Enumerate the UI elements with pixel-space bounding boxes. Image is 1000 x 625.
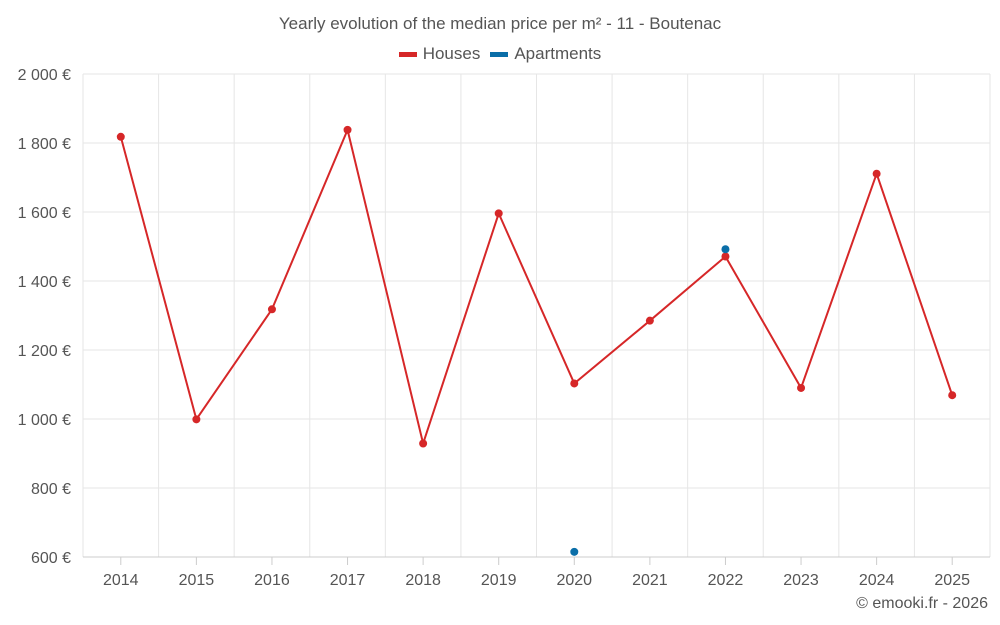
y-tick-label: 2 000 €	[18, 67, 71, 84]
data-point-houses	[267, 305, 276, 314]
legend-item-houses[interactable]: Houses	[398, 44, 481, 64]
y-tick-label: 1 600 €	[18, 205, 71, 222]
data-point-houses	[494, 209, 503, 218]
data-point-houses	[948, 391, 957, 400]
data-point-houses	[872, 169, 881, 178]
data-point-houses	[419, 439, 428, 448]
x-tick-label: 2014	[103, 572, 139, 589]
x-tick-label: 2023	[783, 572, 819, 589]
data-point-houses	[645, 316, 654, 325]
y-tick-label: 1 200 €	[18, 343, 71, 360]
data-point-houses	[116, 132, 125, 141]
legend-swatch-houses	[398, 51, 417, 57]
x-tick-label: 2024	[859, 572, 895, 589]
x-tick-label: 2015	[179, 572, 215, 589]
legend-swatch-apartments	[490, 51, 509, 57]
x-tick-label: 2021	[632, 572, 668, 589]
x-tick-label: 2018	[405, 572, 441, 589]
y-tick-label: 600 €	[31, 550, 71, 567]
legend-label-houses: Houses	[422, 44, 481, 63]
data-point-houses	[570, 379, 579, 388]
data-point-houses	[192, 415, 201, 424]
x-tick-label: 2022	[708, 572, 744, 589]
x-tick-label: 2019	[481, 572, 517, 589]
x-tick-label: 2020	[556, 572, 592, 589]
chart-legend: Houses Apartments	[0, 44, 1000, 64]
y-tick-label: 1 400 €	[18, 274, 71, 291]
data-point-apartments	[721, 245, 730, 254]
data-point-apartments	[570, 547, 579, 556]
y-tick-label: 1 800 €	[18, 136, 71, 153]
data-point-houses	[797, 383, 806, 392]
x-tick-label: 2017	[330, 572, 366, 589]
x-tick-label: 2025	[934, 572, 970, 589]
y-tick-label: 800 €	[31, 481, 71, 498]
series-line-houses	[119, 128, 954, 445]
legend-item-apartments[interactable]: Apartments	[490, 44, 601, 64]
x-tick-label: 2016	[254, 572, 290, 589]
legend-label-apartments: Apartments	[514, 44, 602, 63]
chart-title: Yearly evolution of the median price per…	[278, 14, 722, 33]
data-point-houses	[343, 125, 352, 134]
y-tick-label: 1 000 €	[18, 412, 71, 429]
data-point-houses	[721, 252, 730, 261]
copyright-credit: © emooki.fr - 2026	[856, 595, 988, 612]
